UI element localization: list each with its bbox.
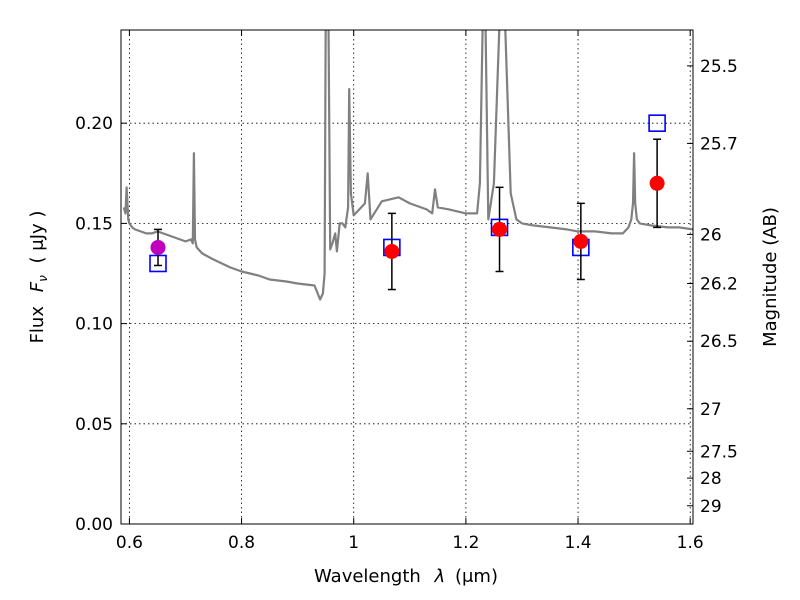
ticks-layer: 0.6 0.8 1 1.2 1.4 1.6 0.00 0.05 0.10 0.15 0.20 25.5… (75, 30, 738, 553)
y-axis-subscript: ν (36, 275, 50, 282)
y-tick-label: 0.20 (75, 114, 113, 134)
y2-tick-label: 26 (700, 225, 722, 245)
y-tick-label: 0.10 (75, 315, 113, 335)
y2-tick-label: 26.5 (700, 332, 738, 352)
y2-tick-label: 28 (700, 469, 722, 489)
y2-tick-label: 25.5 (700, 57, 738, 77)
y-tick-label: 0.15 (75, 214, 113, 234)
x-tick-label: 1 (348, 533, 359, 553)
y-axis-unit: ( μJy ) (27, 211, 48, 264)
grid-layer (121, 30, 693, 524)
y2-tick-label: 27 (700, 400, 722, 420)
x-axis-symbol: λ (434, 566, 446, 587)
data-point (573, 233, 589, 249)
x-tick-label: 1.4 (565, 533, 592, 553)
y2-tick-label: 29 (700, 497, 722, 517)
y-axis-symbol: F (27, 281, 48, 292)
data-point (150, 239, 166, 255)
points-layer (149, 114, 666, 291)
x-axis-title: Wavelength λ (μm) (314, 566, 498, 587)
y-axis-label: Flux (27, 306, 48, 344)
y-tick-label: 0.00 (75, 515, 113, 535)
x-tick-label: 0.6 (116, 533, 143, 553)
data-point (492, 221, 508, 237)
x-axis-label: Wavelength (314, 566, 421, 587)
y2-tick-label: 27.5 (700, 442, 738, 462)
y-tick-label: 0.05 (75, 415, 113, 435)
plot-frame (120, 29, 694, 525)
x-tick-label: 1.6 (677, 533, 704, 553)
y2-axis-title: Magnitude (AB) (760, 207, 781, 347)
y-axis-title: Flux Fν ( μJy ) (27, 211, 52, 344)
x-axis-unit: (μm) (455, 566, 498, 587)
y2-tick-label: 26.2 (700, 275, 738, 295)
x-tick-label: 1.2 (452, 533, 479, 553)
spectrum-line (122, 30, 693, 301)
data-point (649, 175, 665, 191)
model-photometry-square (648, 114, 666, 132)
y2-tick-label: 25.7 (700, 134, 738, 154)
data-point (384, 243, 400, 259)
spectrum-layer (122, 30, 693, 301)
x-tick-label: 0.8 (228, 533, 255, 553)
